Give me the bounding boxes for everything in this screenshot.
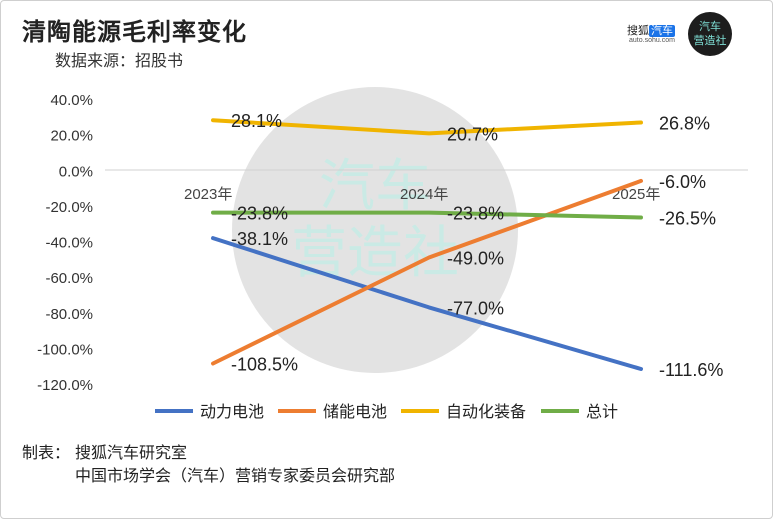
x-category-label: 2023年 bbox=[184, 186, 232, 203]
data-label: -6.0% bbox=[659, 172, 706, 192]
brand-logo-line2: 营造社 bbox=[693, 35, 727, 47]
data-label: 28.1% bbox=[231, 111, 282, 131]
brand-logo-line1: 汽车 bbox=[699, 21, 721, 33]
y-tick-label: 40.0% bbox=[50, 92, 93, 109]
credit-line1: 搜狐汽车研究室 bbox=[75, 445, 188, 462]
brand-url: auto.sohu.com bbox=[629, 37, 675, 44]
data-label: -49.0% bbox=[447, 249, 504, 269]
series-lines bbox=[211, 118, 643, 371]
data-label: -111.6% bbox=[659, 360, 723, 380]
x-axis-categories: 2023年 2024年 2025年 bbox=[184, 186, 660, 203]
data-label: -26.5% bbox=[659, 208, 716, 228]
data-label: -23.8% bbox=[231, 204, 288, 224]
credit-line2: 中国市场学会（汽车）营销专家委员会研究部 bbox=[75, 468, 396, 485]
x-category-label: 2025年 bbox=[612, 186, 660, 203]
y-tick-label: 0.0% bbox=[59, 163, 93, 180]
chart-title: 清陶能源毛利率变化 bbox=[22, 19, 247, 46]
data-label: 20.7% bbox=[447, 124, 498, 144]
legend-entry: 总计 bbox=[586, 403, 618, 421]
brand-name-highlight: 汽车 bbox=[649, 25, 675, 37]
y-tick-label: -60.0% bbox=[45, 270, 93, 287]
brand-name: 搜狐 汽车 bbox=[627, 22, 675, 38]
y-tick-label: -20.0% bbox=[45, 199, 93, 216]
y-axis-ticks: 40.0% 20.0% 0.0% -20.0% -40.0% -60.0% -80.0% -1… bbox=[37, 92, 93, 394]
data-label: 26.8% bbox=[659, 114, 710, 134]
data-label: -23.8% bbox=[447, 204, 504, 224]
y-tick-label: -100.0% bbox=[37, 341, 93, 358]
y-tick-label: 20.0% bbox=[50, 128, 93, 145]
series-line-储能电池 bbox=[211, 178, 643, 366]
credit-label: 制表： bbox=[22, 445, 71, 462]
series-line-自动化装备 bbox=[211, 118, 643, 136]
series-line-动力电池 bbox=[211, 236, 643, 371]
legend-entry: 动力电池 bbox=[200, 403, 264, 421]
brand-name-prefix: 搜狐 bbox=[627, 25, 649, 37]
data-label: -77.0% bbox=[447, 298, 504, 318]
y-tick-label: -80.0% bbox=[45, 306, 93, 323]
brand-logo: 汽车 营造社 bbox=[688, 12, 732, 56]
y-tick-label: -40.0% bbox=[45, 235, 93, 252]
watermark-line1: 汽车 bbox=[319, 154, 431, 217]
legend: 动力电池 储能电池 自动化装备 总计 bbox=[155, 403, 618, 421]
data-label: -108.5% bbox=[231, 355, 298, 375]
legend-entry: 自动化装备 bbox=[446, 403, 526, 421]
data-labels: -38.1% -77.0% -111.6% -108.5% -49.0% -6.0% 28.… bbox=[231, 111, 723, 380]
series-line-总计 bbox=[211, 210, 643, 220]
watermark-line2: 营造社 bbox=[291, 221, 459, 284]
x-category-label: 2024年 bbox=[400, 186, 448, 203]
watermark-circle bbox=[232, 87, 518, 373]
legend-entry: 储能电池 bbox=[323, 403, 387, 421]
chart-subtitle: 数据来源：招股书 bbox=[55, 53, 184, 70]
data-label: -38.1% bbox=[231, 229, 288, 249]
y-tick-label: -120.0% bbox=[37, 377, 93, 394]
